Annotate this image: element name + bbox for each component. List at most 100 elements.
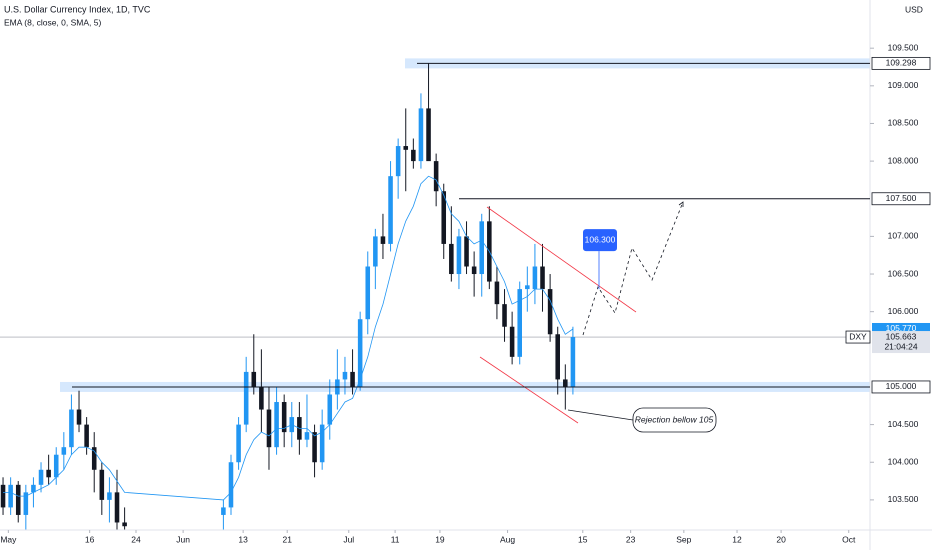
candle-body xyxy=(236,424,241,463)
x-tick-label: Jul xyxy=(343,534,354,544)
countdown: 21:04:24 xyxy=(884,341,917,351)
candle-body xyxy=(509,326,515,357)
candle-body xyxy=(540,266,545,290)
candle-body xyxy=(99,469,105,500)
drawings xyxy=(479,201,717,433)
candle-body xyxy=(403,146,409,150)
x-tick-label: 12 xyxy=(732,534,742,544)
candle-body xyxy=(23,492,29,515)
candle-body xyxy=(342,371,348,380)
callout-line xyxy=(567,409,634,421)
candle-body xyxy=(426,108,431,162)
candle-body xyxy=(46,469,51,478)
x-tick-label: 21 xyxy=(282,534,292,544)
y-tick-label: 106.000 xyxy=(888,306,919,316)
last-price-label: 105.663 xyxy=(886,331,917,341)
ema-badge-label: 105.770 xyxy=(886,323,917,333)
y-tick-label: 109.500 xyxy=(888,42,919,52)
y-tick-label: 104.500 xyxy=(888,419,919,429)
x-tick-label: 16 xyxy=(85,534,95,544)
candle-body xyxy=(53,454,59,478)
candle-body xyxy=(274,402,279,448)
candle-body xyxy=(433,161,439,192)
last-price-badge xyxy=(872,331,930,354)
candle-body xyxy=(388,176,393,244)
candle-body xyxy=(464,236,469,267)
candle-body xyxy=(547,289,553,335)
callout-text: Rejection bellow 105 xyxy=(635,414,714,424)
candle-body xyxy=(441,191,447,244)
candle-body xyxy=(570,337,576,387)
candle-body xyxy=(8,484,13,508)
level-label-box xyxy=(871,380,931,394)
candle-body xyxy=(525,285,530,290)
level-label: 105.000 xyxy=(886,381,917,391)
x-tick-label: Oct xyxy=(842,534,856,544)
candle-body xyxy=(38,469,44,485)
candle-body xyxy=(259,386,264,410)
candle-body xyxy=(281,402,287,433)
candle-body xyxy=(350,371,355,387)
candle-body xyxy=(15,484,21,515)
level-label-box xyxy=(871,192,931,206)
x-tick-label: Jun xyxy=(176,534,190,544)
candle-body xyxy=(221,507,226,515)
level-label: 109.298 xyxy=(886,58,917,68)
y-tick-label: 107.000 xyxy=(888,231,919,241)
candle-body xyxy=(107,492,112,500)
symbol-label: DXY xyxy=(849,331,867,341)
target-badge xyxy=(583,229,617,252)
candle-body xyxy=(114,492,120,523)
candle-body xyxy=(502,304,507,327)
candle-body xyxy=(312,432,317,463)
callout-box xyxy=(632,407,717,433)
channel-bottom xyxy=(479,356,579,424)
candle-body xyxy=(84,424,89,448)
candle-body xyxy=(251,371,257,387)
candle-body xyxy=(304,432,310,440)
candle-body xyxy=(266,409,272,448)
candle-body xyxy=(532,266,538,290)
candle-body xyxy=(76,409,82,425)
candle-body xyxy=(228,462,234,508)
x-tick-label: 19 xyxy=(435,534,445,544)
candle-body xyxy=(319,424,325,463)
candle-body xyxy=(91,447,97,470)
target-label: 106.300 xyxy=(585,234,616,244)
candle-body xyxy=(411,149,416,162)
x-tick-label: Sep xyxy=(676,534,691,544)
candle-body xyxy=(449,243,454,275)
candle-body xyxy=(357,319,363,387)
y-tick-label: 108.000 xyxy=(888,155,919,165)
candle-body xyxy=(69,409,74,448)
candle-body xyxy=(327,394,333,425)
candle-body xyxy=(0,484,6,508)
y-tick-label: 104.000 xyxy=(888,456,919,466)
projection-path xyxy=(582,201,684,336)
candle-body xyxy=(456,236,462,275)
candle-body xyxy=(31,484,36,493)
x-tick-label: 11 xyxy=(391,534,400,544)
candle-body xyxy=(122,522,127,527)
candle-body xyxy=(61,447,67,455)
candle-body xyxy=(517,289,522,357)
chart-title: U.S. Dollar Currency Index, 1D, TVC xyxy=(4,4,151,14)
x-tick-label: 15 xyxy=(578,534,588,544)
x-tick-label: 23 xyxy=(626,534,636,544)
y-tick-label: 103.500 xyxy=(888,494,919,504)
candle-body xyxy=(243,371,249,425)
y-tick-label: 106.500 xyxy=(888,268,919,278)
projection-arrow xyxy=(678,201,684,207)
candle-body xyxy=(395,146,401,177)
x-tick-label: 24 xyxy=(131,534,141,544)
level-label: 107.500 xyxy=(886,193,917,203)
x-tick-label: Aug xyxy=(500,534,515,544)
candle-body xyxy=(380,236,386,244)
candle-body xyxy=(373,236,378,267)
candle-body xyxy=(479,221,485,275)
candle-body xyxy=(471,266,477,275)
ema-line xyxy=(3,175,574,501)
indicator-label: EMA (8, close, 0, SMA, 5) xyxy=(4,17,101,27)
